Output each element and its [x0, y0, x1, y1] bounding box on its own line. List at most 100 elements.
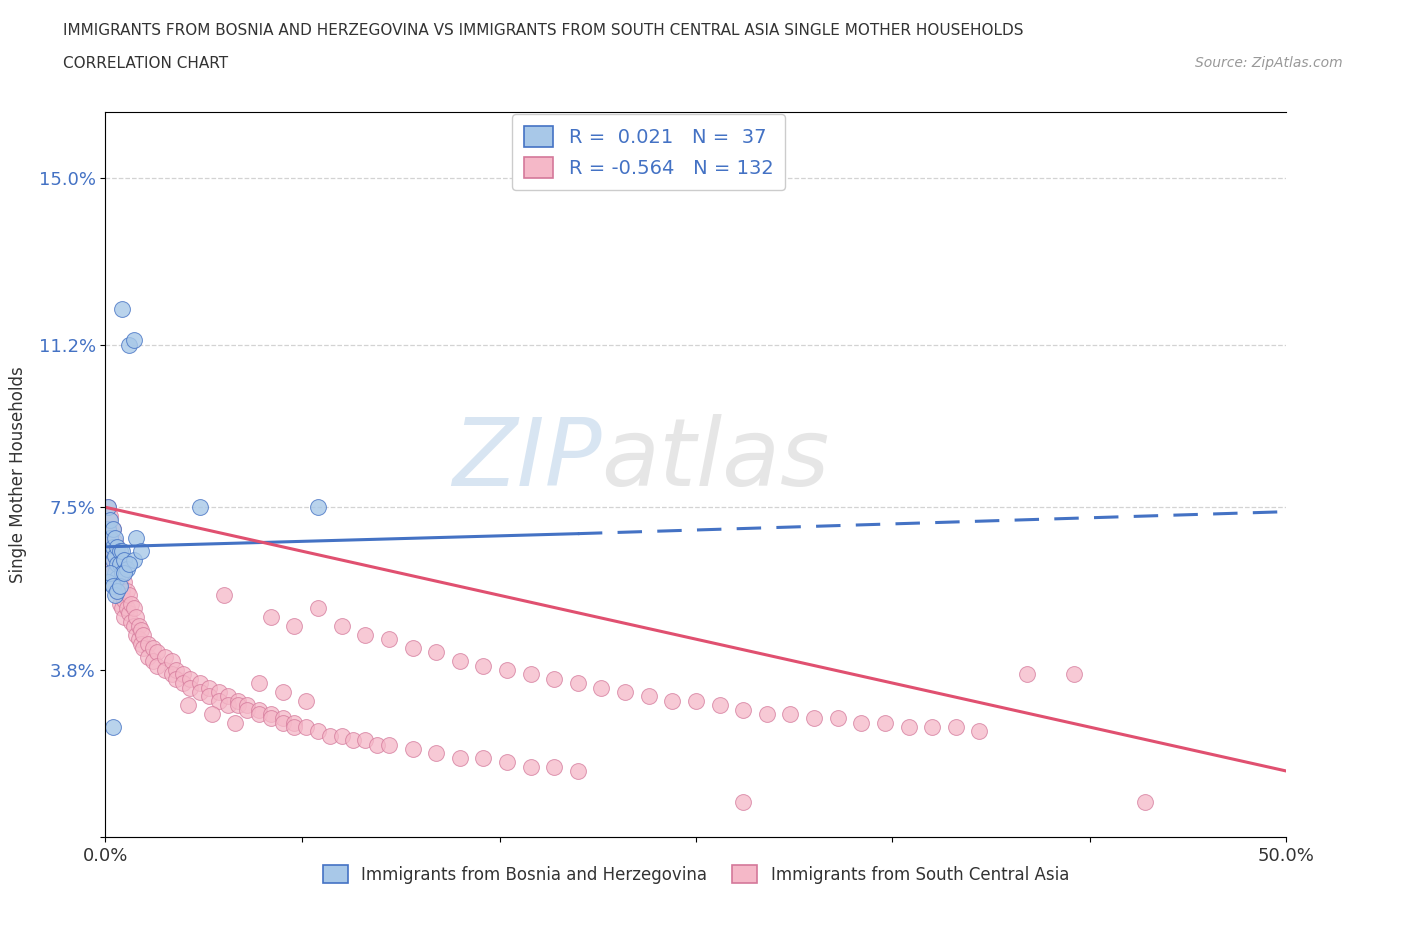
Point [118, 605, 141, 620]
Point [342, 733, 364, 748]
Point [969, 724, 991, 739]
Point [260, 711, 283, 725]
Point [98, 531, 121, 546]
Point [661, 693, 683, 708]
Point [98, 565, 121, 580]
Point [208, 693, 231, 708]
Point [366, 737, 388, 752]
Point [921, 720, 943, 735]
Point [153, 649, 176, 664]
Point [271, 684, 294, 699]
Point [425, 746, 447, 761]
Point [217, 689, 239, 704]
Point [125, 628, 148, 643]
Point [160, 654, 183, 669]
Point [283, 618, 305, 633]
Point [637, 689, 659, 704]
Point [125, 610, 148, 625]
Point [111, 565, 134, 580]
Point [122, 333, 145, 348]
Point [105, 557, 128, 572]
Point [129, 544, 152, 559]
Point [125, 531, 148, 546]
Point [97, 499, 120, 514]
Point [105, 570, 128, 585]
Point [198, 689, 221, 704]
Point [104, 535, 127, 550]
Point [129, 623, 152, 638]
Point [136, 649, 159, 664]
Point [136, 636, 159, 651]
Point [614, 684, 637, 699]
Point [295, 720, 318, 735]
Point [104, 579, 127, 594]
Point [118, 557, 141, 572]
Point [733, 794, 755, 809]
Point [354, 628, 377, 643]
Point [101, 539, 124, 554]
Point [283, 715, 305, 730]
Point [198, 680, 221, 695]
Point [98, 513, 121, 528]
Point [101, 522, 124, 537]
Point [543, 671, 565, 686]
Point [226, 693, 249, 708]
Point [118, 588, 141, 603]
Point [307, 724, 329, 739]
Point [212, 588, 235, 603]
Point [104, 531, 127, 546]
Point [108, 557, 131, 572]
Point [98, 544, 121, 559]
Point [224, 715, 246, 730]
Point [101, 565, 124, 580]
Point [472, 658, 495, 673]
Point [247, 702, 270, 717]
Point [236, 702, 259, 717]
Point [108, 575, 131, 590]
Point [330, 618, 353, 633]
Point [172, 676, 194, 691]
Point [115, 601, 138, 616]
Point [177, 698, 200, 712]
Point [685, 693, 707, 708]
Point [733, 702, 755, 717]
Point [105, 565, 128, 580]
Point [97, 522, 120, 537]
Point [105, 583, 128, 598]
Point [307, 601, 329, 616]
Point [179, 671, 201, 686]
Point [101, 544, 124, 559]
Point [803, 711, 825, 725]
Point [108, 557, 131, 572]
Point [779, 707, 801, 722]
Point [449, 751, 471, 765]
Point [897, 720, 920, 735]
Point [165, 671, 187, 686]
Point [226, 698, 249, 712]
Point [111, 544, 134, 559]
Point [354, 733, 377, 748]
Point [98, 531, 121, 546]
Point [97, 499, 120, 514]
Point [101, 579, 124, 594]
Point [111, 565, 134, 580]
Point [105, 539, 128, 554]
Point [319, 728, 342, 743]
Point [101, 720, 124, 735]
Point [519, 759, 541, 774]
Point [378, 737, 401, 752]
Point [330, 728, 353, 743]
Point [208, 684, 231, 699]
Point [201, 707, 224, 722]
Point [122, 552, 145, 567]
Point [142, 654, 165, 669]
Point [179, 680, 201, 695]
Point [449, 654, 471, 669]
Point [104, 557, 127, 572]
Point [118, 338, 141, 352]
Point [401, 741, 423, 756]
Point [283, 720, 305, 735]
Point [1015, 667, 1038, 682]
Point [1133, 794, 1156, 809]
Point [104, 565, 127, 580]
